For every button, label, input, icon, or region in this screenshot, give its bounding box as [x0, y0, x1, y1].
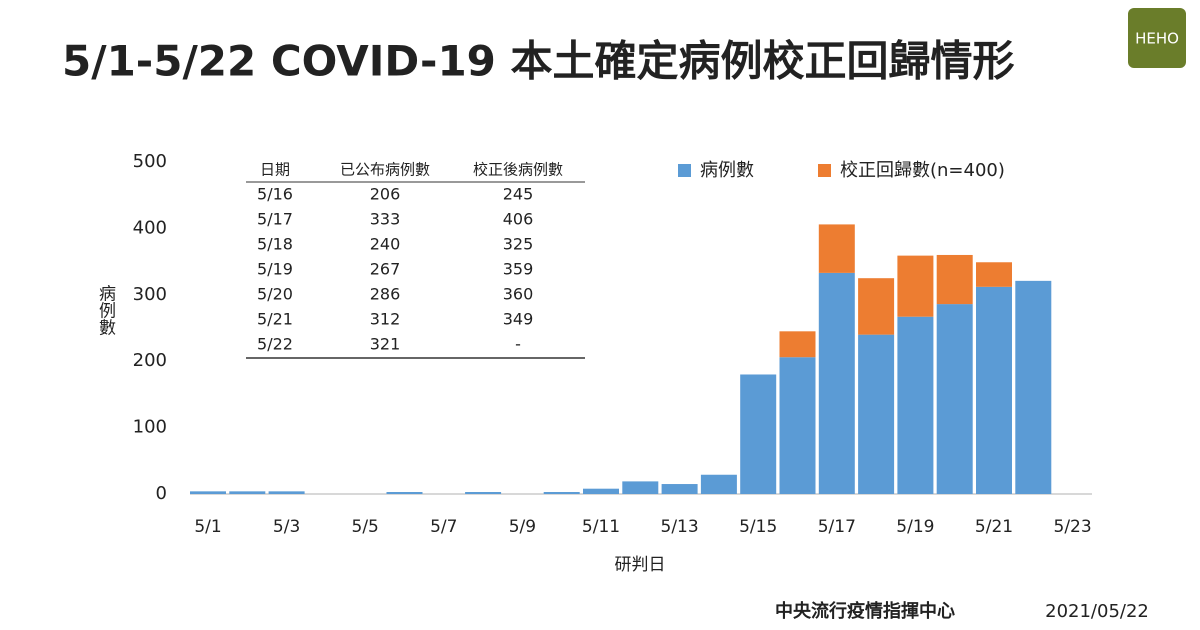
bar [190, 491, 226, 494]
table-cell: 5/22 [257, 335, 293, 354]
x-tick-label: 5/5 [352, 517, 379, 537]
table-cell: 5/16 [257, 185, 293, 204]
bar [1015, 280, 1052, 494]
y-tick-label: 0 [156, 483, 167, 504]
table-cell: 359 [503, 260, 534, 279]
table-cell: 312 [370, 310, 401, 329]
bar [858, 334, 895, 494]
x-tick-label: 5/3 [273, 517, 300, 537]
table-header: 校正後病例數 [473, 161, 563, 179]
legend-label: 病例數 [700, 160, 754, 181]
x-axis-label: 研判日 [615, 555, 666, 575]
bar [779, 331, 816, 358]
x-tick-label: 5/23 [1054, 517, 1092, 537]
bar [818, 224, 855, 273]
y-tick-label: 100 [133, 417, 167, 438]
y-axis-label: 病例數 [95, 284, 116, 335]
table-cell: 5/20 [257, 285, 293, 304]
bar [700, 474, 737, 494]
bar [936, 304, 973, 494]
x-tick-label: 5/13 [661, 517, 699, 537]
bar [897, 255, 934, 317]
x-tick-label: 5/19 [896, 517, 934, 537]
y-tick-label: 200 [133, 350, 167, 371]
bar [622, 481, 659, 494]
bar [661, 484, 698, 494]
x-tick-label: 5/15 [739, 517, 777, 537]
x-tick-label: 5/21 [975, 517, 1013, 537]
table-cell: 406 [503, 210, 534, 229]
legend-label: 校正回歸數(n=400) [840, 160, 1005, 181]
table-cell: 5/17 [257, 210, 293, 229]
table-header: 已公布病例數 [340, 161, 430, 179]
y-axis-label: 病例數 [95, 284, 116, 335]
bar [858, 278, 895, 335]
table-cell: 360 [503, 285, 534, 304]
bar [268, 491, 305, 494]
table-cell: 267 [370, 260, 401, 279]
bar [465, 492, 502, 494]
bar [897, 316, 934, 494]
bar [818, 272, 855, 494]
y-tick-label: 300 [133, 284, 167, 305]
bar [229, 491, 266, 494]
table-cell: 5/19 [257, 260, 293, 279]
table-cell: 321 [370, 335, 401, 354]
legend-swatch [678, 164, 691, 177]
x-tick-label: 5/7 [430, 517, 457, 537]
bar [740, 374, 777, 494]
bar [936, 254, 973, 305]
table-cell: 5/18 [257, 235, 293, 254]
x-tick-label: 5/1 [194, 517, 221, 537]
table-header: 日期 [260, 161, 290, 179]
x-tick-label: 5/9 [509, 517, 536, 537]
bar [583, 488, 619, 494]
date: 2021/05/22 [1045, 601, 1149, 622]
table-cell: 286 [370, 285, 401, 304]
table-cell: 245 [503, 185, 534, 204]
table-cell: 349 [503, 310, 534, 329]
chart-title: 5/1-5/22 COVID-19 本土確定病例校正回歸情形 [62, 37, 1015, 86]
logo: HEHO [1135, 30, 1179, 48]
bar [976, 262, 1012, 287]
y-tick-label: 500 [133, 151, 167, 172]
logo-badge [1128, 8, 1186, 68]
table-cell: 325 [503, 235, 534, 254]
table-cell: 206 [370, 185, 401, 204]
x-tick-label: 5/11 [582, 517, 620, 537]
table-cell: - [515, 335, 521, 354]
y-tick-label: 400 [133, 217, 167, 238]
bar [386, 492, 423, 494]
bar [976, 286, 1012, 494]
x-tick-label: 5/17 [818, 517, 856, 537]
table-cell: 333 [370, 210, 401, 229]
table-cell: 5/21 [257, 310, 293, 329]
bar [779, 357, 816, 494]
legend-swatch [818, 164, 831, 177]
source: 中央流行疫情指揮中心 [775, 600, 955, 622]
bar [543, 492, 580, 494]
table-cell: 240 [370, 235, 401, 254]
